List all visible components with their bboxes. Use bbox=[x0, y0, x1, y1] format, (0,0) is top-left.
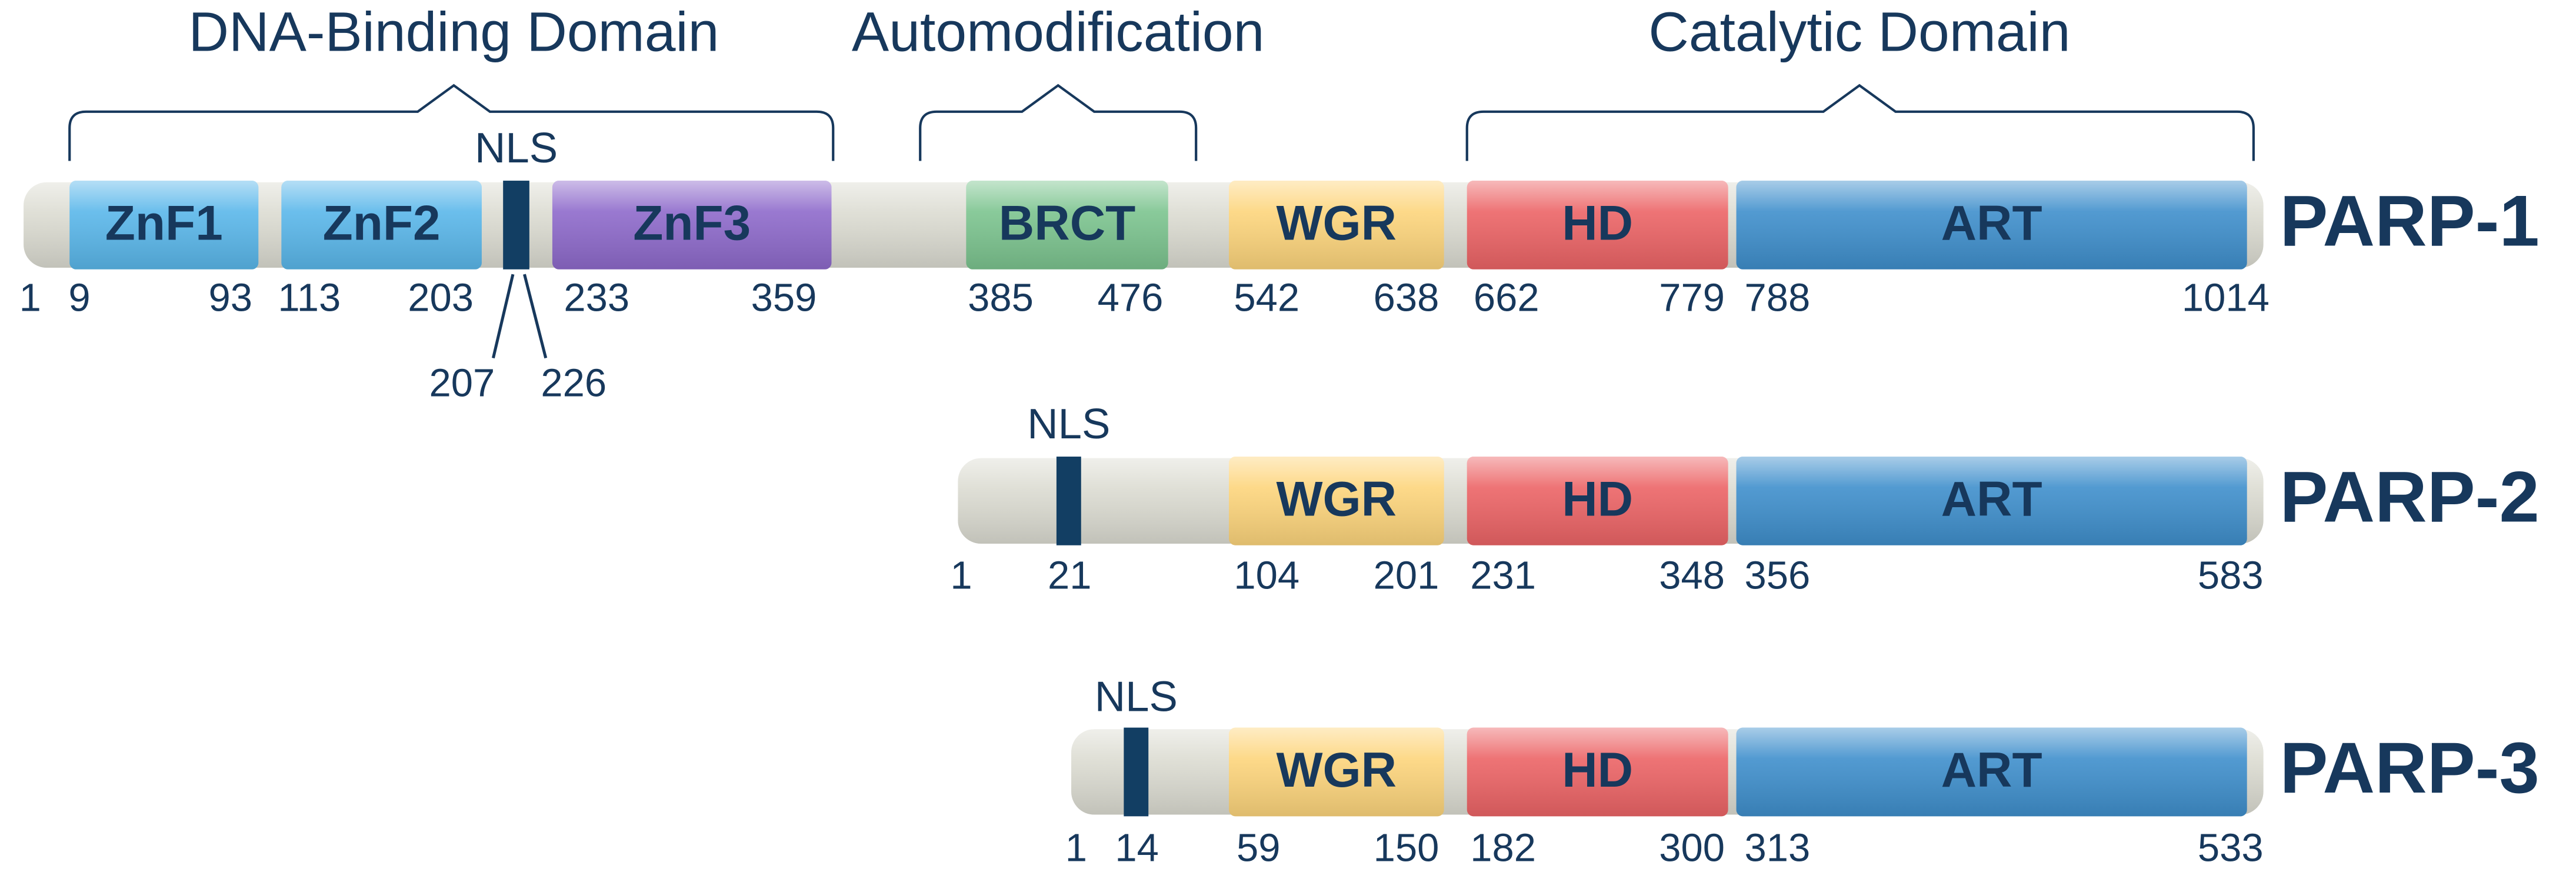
nls-label: NLS bbox=[1095, 673, 1178, 720]
domain-shine bbox=[1736, 181, 2247, 269]
domain-shine bbox=[1467, 457, 1728, 545]
residue-number: 203 bbox=[408, 276, 474, 320]
brace bbox=[919, 84, 1198, 161]
protein-name: PARP-1 bbox=[2280, 181, 2540, 262]
residue-number: 59 bbox=[1237, 826, 1281, 870]
domain-label: ZnF3 bbox=[633, 195, 751, 250]
residue-number: 1 bbox=[19, 276, 41, 320]
domain-label: HD bbox=[1562, 195, 1633, 250]
domain-label: ZnF2 bbox=[323, 195, 441, 250]
residue-number: 182 bbox=[1470, 826, 1536, 870]
domain-shine bbox=[1736, 457, 2247, 545]
residue-number: 533 bbox=[2198, 826, 2264, 870]
nls-marker bbox=[1056, 457, 1081, 545]
brace bbox=[1465, 84, 2255, 161]
brace bbox=[68, 84, 835, 161]
domain-label: HD bbox=[1562, 742, 1633, 797]
residue-number: 113 bbox=[278, 276, 341, 320]
residue-number: 1014 bbox=[2182, 276, 2270, 320]
residue-number: 788 bbox=[1744, 276, 1810, 320]
domain-shine bbox=[1467, 727, 1728, 817]
residue-number: 233 bbox=[564, 276, 629, 320]
residue-number: 150 bbox=[1374, 826, 1439, 870]
domain-label: HD bbox=[1562, 471, 1633, 526]
nls-marker bbox=[1124, 727, 1149, 817]
domain-label: WGR bbox=[1277, 742, 1397, 797]
domain-shine bbox=[552, 181, 832, 269]
nls-label: NLS bbox=[1027, 400, 1110, 448]
domain-shine bbox=[966, 181, 1168, 269]
protein-name: PARP-2 bbox=[2280, 457, 2540, 538]
nls-pointer bbox=[492, 274, 515, 359]
domain-shine bbox=[1736, 727, 2247, 817]
domain-label: ART bbox=[1941, 742, 2042, 797]
domain-label: ZnF1 bbox=[105, 195, 223, 250]
region-title: Catalytic Domain bbox=[1648, 1, 2070, 63]
residue-number: 93 bbox=[209, 276, 253, 320]
residue-number: 104 bbox=[1234, 553, 1299, 597]
domain-shine bbox=[1229, 181, 1444, 269]
residue-number: 231 bbox=[1470, 553, 1536, 597]
region-title: DNA-Binding Domain bbox=[189, 1, 719, 63]
region-title: Automodification bbox=[852, 1, 1265, 63]
residue-number: 226 bbox=[541, 361, 606, 405]
nls-label: NLS bbox=[475, 124, 558, 172]
protein-name: PARP-3 bbox=[2280, 728, 2540, 808]
residue-number: 542 bbox=[1234, 276, 1299, 320]
residue-number: 583 bbox=[2198, 553, 2264, 597]
domain-shine bbox=[69, 181, 259, 269]
residue-number: 662 bbox=[1474, 276, 1539, 320]
residue-number: 14 bbox=[1115, 826, 1159, 870]
domain-shine bbox=[1229, 457, 1444, 545]
residue-number: 476 bbox=[1098, 276, 1164, 320]
residue-number: 207 bbox=[429, 361, 495, 405]
residue-number: 201 bbox=[1374, 553, 1439, 597]
nls-marker bbox=[503, 181, 529, 269]
residue-number: 300 bbox=[1659, 826, 1725, 870]
residue-number: 359 bbox=[751, 276, 817, 320]
domain-shine bbox=[1229, 727, 1444, 817]
domain-shine bbox=[1467, 181, 1728, 269]
domain-label: WGR bbox=[1277, 195, 1397, 250]
residue-number: 356 bbox=[1744, 553, 1810, 597]
residue-number: 9 bbox=[68, 276, 90, 320]
domain-shine bbox=[281, 181, 482, 269]
residue-number: 348 bbox=[1659, 553, 1725, 597]
residue-number: 779 bbox=[1659, 276, 1725, 320]
residue-number: 313 bbox=[1744, 826, 1810, 870]
domain-label: WGR bbox=[1277, 471, 1397, 526]
domain-label: ART bbox=[1941, 195, 2042, 250]
residue-number: 21 bbox=[1048, 553, 1092, 597]
residue-number: 385 bbox=[968, 276, 1034, 320]
domain-label: BRCT bbox=[999, 195, 1136, 250]
residue-number: 1 bbox=[950, 553, 972, 597]
domain-label: ART bbox=[1941, 471, 2042, 526]
residue-number: 638 bbox=[1374, 276, 1439, 320]
residue-number: 1 bbox=[1065, 826, 1087, 870]
nls-pointer bbox=[523, 274, 548, 359]
